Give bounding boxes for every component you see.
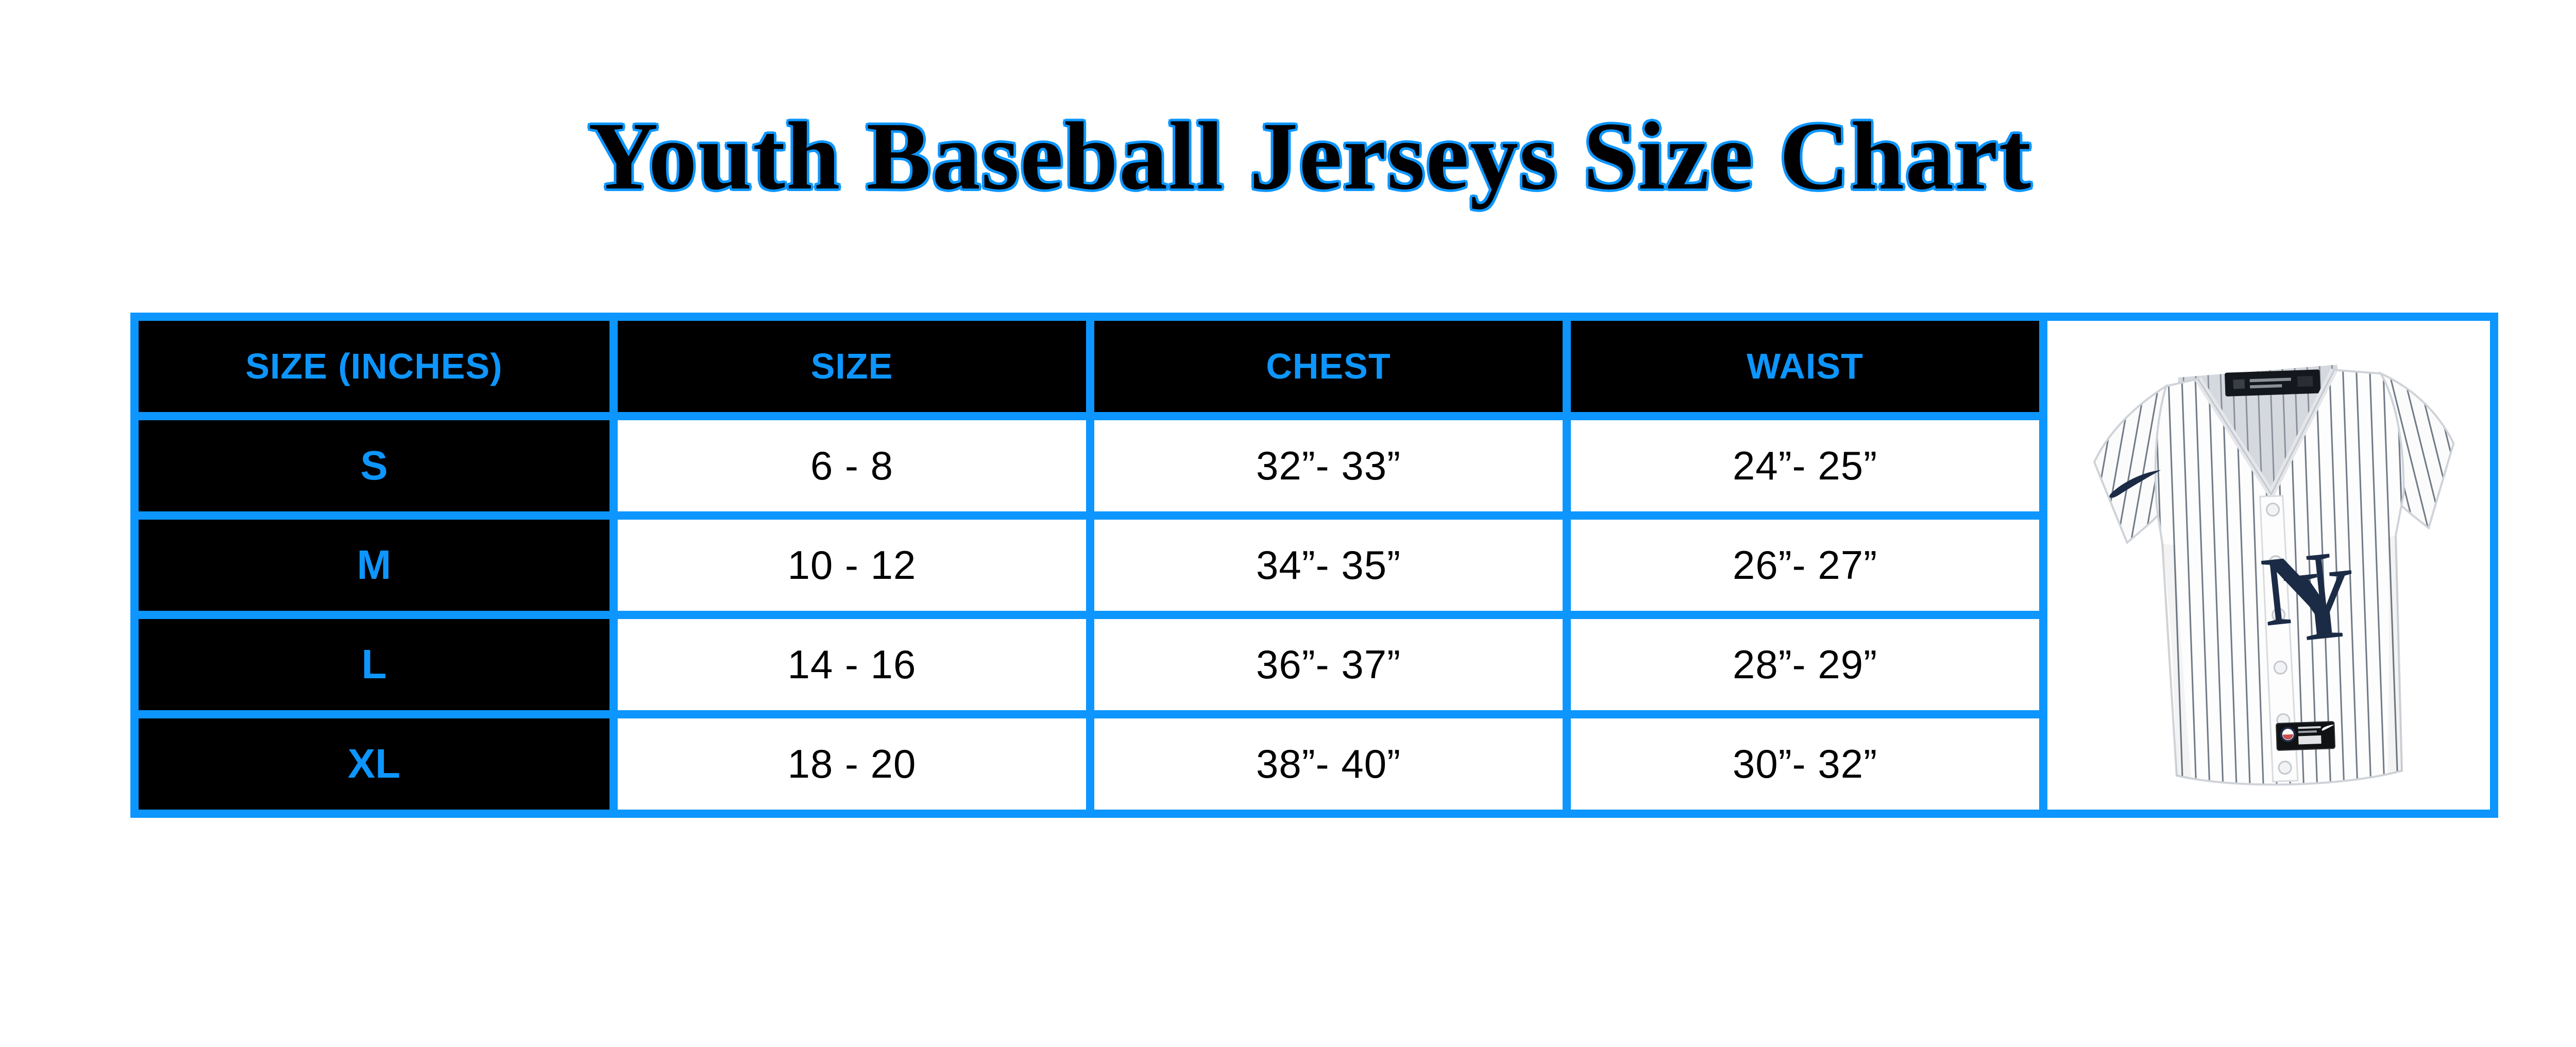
header-row: SIZE (INCHES) SIZE CHEST WAIST White pin… (130, 312, 2498, 818)
chest-value: 34”- 35” (1086, 511, 1571, 619)
table-row-xl: XL 18 - 20 38”- 40” 30”- 32” (130, 710, 2494, 818)
svg-text:Y: Y (2279, 546, 2362, 663)
column-header-chest: CHEST (1086, 312, 1571, 420)
jersey-jock-tag (2276, 720, 2336, 751)
table-row-s: S 6 - 8 32”- 33” 24”- 25” (130, 411, 2494, 520)
jersey-placket (2259, 494, 2299, 782)
waist-value: 30”- 32” (1563, 710, 2047, 818)
size-value: 10 - 12 (609, 511, 1094, 619)
jersey-collar-seam (2197, 369, 2335, 496)
yankees-ny-logo: N Y (2257, 530, 2362, 663)
row-label-l: L (130, 610, 618, 718)
jersey-graphic: N Y (2093, 364, 2455, 785)
table-row-m: M 10 - 12 34”- 35” 26”- 27” (130, 511, 2494, 619)
jersey-image: White pinstripe New York Yankees youth b… (2093, 364, 2455, 785)
jersey-buttons (2266, 502, 2292, 775)
size-value: 14 - 16 (609, 610, 1094, 718)
waist-value: 28”- 29” (1563, 610, 2047, 718)
size-value: 6 - 8 (609, 411, 1094, 520)
row-label-m: M (130, 511, 618, 619)
column-header-size: SIZE (609, 312, 1094, 420)
jersey-shading-right (2387, 535, 2402, 774)
jersey-shading-left (2162, 543, 2192, 778)
chest-value: 36”- 37” (1086, 610, 1571, 718)
nike-swoosh-icon (2109, 470, 2161, 498)
size-value: 18 - 20 (609, 710, 1094, 818)
row-label-xl: XL (130, 710, 618, 818)
svg-text:N: N (2257, 530, 2340, 647)
size-chart-page: Youth Baseball Jerseys Size Chart SIZE (… (130, 102, 2498, 818)
chest-value: 32”- 33” (1086, 411, 1571, 520)
jersey-image-cell: White pinstripe New York Yankees youth b… (2039, 312, 2498, 818)
table-row-l: L 14 - 16 36”- 37” 28”- 29” (130, 610, 2494, 718)
column-header-waist: WAIST (1563, 312, 2047, 420)
jersey-back-panel (2177, 364, 2342, 490)
page-title: Youth Baseball Jerseys Size Chart (588, 102, 2032, 210)
row-label-s: S (130, 411, 618, 520)
waist-value: 24”- 25” (1563, 411, 2047, 520)
chest-value: 38”- 40” (1086, 710, 1571, 818)
waist-value: 26”- 27” (1563, 511, 2047, 619)
size-chart-table: SIZE (INCHES) SIZE CHEST WAIST White pin… (130, 312, 2498, 818)
jersey-neck-label (2225, 369, 2320, 397)
column-header-size-inches: SIZE (INCHES) (130, 312, 618, 420)
